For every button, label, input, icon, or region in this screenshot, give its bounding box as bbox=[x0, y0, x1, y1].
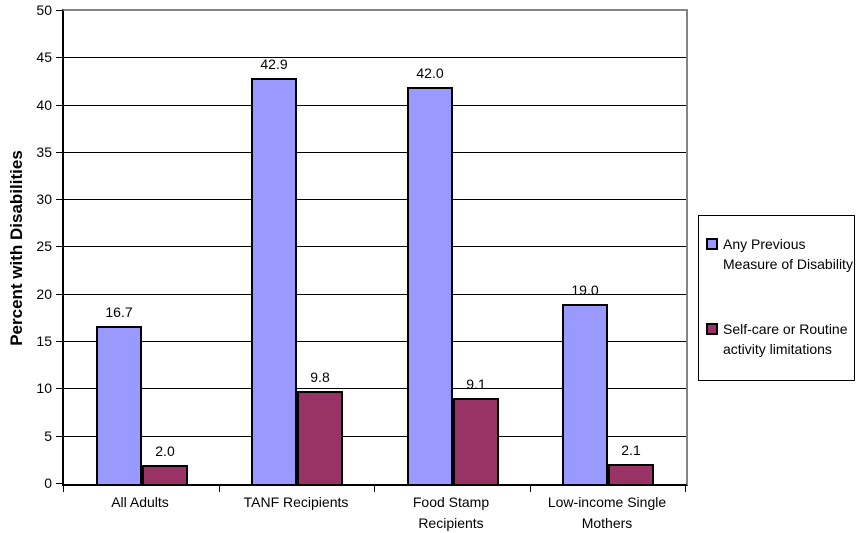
y-axis-tick-label-20: 20 bbox=[36, 286, 52, 302]
y-axis-tick-label-50: 50 bbox=[36, 2, 52, 18]
y-axis-tick-label-25: 25 bbox=[36, 238, 52, 254]
value-label-series0-cat1: 42.9 bbox=[260, 56, 288, 72]
value-label-series0-cat0: 16.7 bbox=[105, 304, 133, 320]
category-label-line: Mothers bbox=[581, 515, 633, 531]
gridline-45 bbox=[64, 57, 686, 58]
x-axis-tick-1 bbox=[219, 486, 220, 492]
y-axis-tick-0 bbox=[56, 483, 62, 484]
x-axis-category-label-3: Low-income Single Mothers bbox=[529, 492, 685, 533]
legend-label-line: activity limitations bbox=[723, 341, 832, 357]
category-label-line: Low-income Single bbox=[547, 494, 667, 510]
x-axis-tick-3 bbox=[530, 486, 531, 492]
legend-item-self-care-limitations: Self-care or Routine activity limitation… bbox=[706, 319, 854, 359]
legend-marker-icon bbox=[706, 238, 718, 250]
x-axis-tick-4 bbox=[685, 486, 686, 492]
legend: Any Previous Measure of Disability Self-… bbox=[698, 215, 855, 381]
gridline-40 bbox=[64, 105, 686, 106]
y-axis-tick-30 bbox=[56, 199, 62, 200]
y-axis-tick-label-30: 30 bbox=[36, 191, 52, 207]
legend-label: Any Previous Measure of Disability bbox=[723, 234, 853, 274]
bar-series0-cat2 bbox=[407, 87, 453, 484]
y-axis-tick-20 bbox=[56, 294, 62, 295]
y-axis-tick-15 bbox=[56, 341, 62, 342]
gridline-10 bbox=[64, 388, 686, 389]
y-axis-tick-45 bbox=[56, 57, 62, 58]
gridline-20 bbox=[64, 294, 686, 295]
value-label-series1-cat0: 2.0 bbox=[155, 443, 175, 459]
category-label-line: Food Stamp bbox=[412, 494, 490, 510]
legend-label-line: Any Previous bbox=[723, 236, 806, 252]
x-axis-category-label-2: Food Stamp Recipients bbox=[373, 492, 529, 533]
gridline-30 bbox=[64, 199, 686, 200]
gridline-25 bbox=[64, 246, 686, 247]
y-axis-tick-label-45: 45 bbox=[36, 49, 52, 65]
category-label-line: Recipients bbox=[418, 515, 484, 531]
legend-label-line: Measure of Disability bbox=[723, 256, 853, 272]
y-axis-tick-25 bbox=[56, 246, 62, 247]
bar-series0-cat1 bbox=[251, 78, 297, 484]
x-axis-category-label-1: TANF Recipients bbox=[218, 492, 374, 513]
bar-series1-cat2 bbox=[453, 398, 499, 484]
bar-series0-cat3 bbox=[562, 304, 608, 484]
legend-marker-icon bbox=[706, 323, 718, 335]
y-axis-tick-label-15: 15 bbox=[36, 333, 52, 349]
y-axis-tick-label-40: 40 bbox=[36, 97, 52, 113]
x-axis-tick-0 bbox=[63, 486, 64, 492]
bar-series0-cat0 bbox=[96, 326, 142, 484]
x-axis-category-label-0: All Adults bbox=[62, 492, 218, 513]
y-axis-tick-35 bbox=[56, 152, 62, 153]
y-axis-tick-label-5: 5 bbox=[44, 428, 52, 444]
legend-label: Self-care or Routine activity limitation… bbox=[723, 319, 848, 359]
legend-label-line: Self-care or Routine bbox=[723, 321, 848, 337]
legend-item-any-previous-measure: Any Previous Measure of Disability bbox=[706, 234, 854, 274]
bar-series1-cat1 bbox=[297, 391, 343, 484]
value-label-series1-cat2: 9.1 bbox=[466, 376, 486, 392]
value-label-series1-cat1: 9.8 bbox=[310, 369, 330, 385]
value-label-series0-cat3: 19.0 bbox=[571, 282, 599, 298]
category-label-line: TANF Recipients bbox=[243, 494, 349, 510]
bar-series1-cat3 bbox=[608, 464, 654, 484]
value-label-series1-cat3: 2.1 bbox=[621, 442, 641, 458]
x-axis-tick-2 bbox=[374, 486, 375, 492]
y-axis-tick-label-35: 35 bbox=[36, 144, 52, 160]
plot-area: 16.7 42.9 42.0 19.0 2.0 9.8 9.1 2.1 bbox=[62, 9, 688, 486]
y-axis-tick-label-10: 10 bbox=[36, 380, 52, 396]
gridline-35 bbox=[64, 152, 686, 153]
y-axis-tick-label-0: 0 bbox=[44, 475, 52, 491]
value-label-series0-cat2: 42.0 bbox=[416, 65, 444, 81]
gridline-5 bbox=[64, 436, 686, 437]
category-label-line: All Adults bbox=[111, 494, 169, 510]
y-axis-tick-10 bbox=[56, 388, 62, 389]
gridline-15 bbox=[64, 341, 686, 342]
y-axis-tick-40 bbox=[56, 105, 62, 106]
y-axis-tick-50 bbox=[56, 10, 62, 11]
bar-series1-cat0 bbox=[142, 465, 188, 484]
y-axis-tick-5 bbox=[56, 436, 62, 437]
